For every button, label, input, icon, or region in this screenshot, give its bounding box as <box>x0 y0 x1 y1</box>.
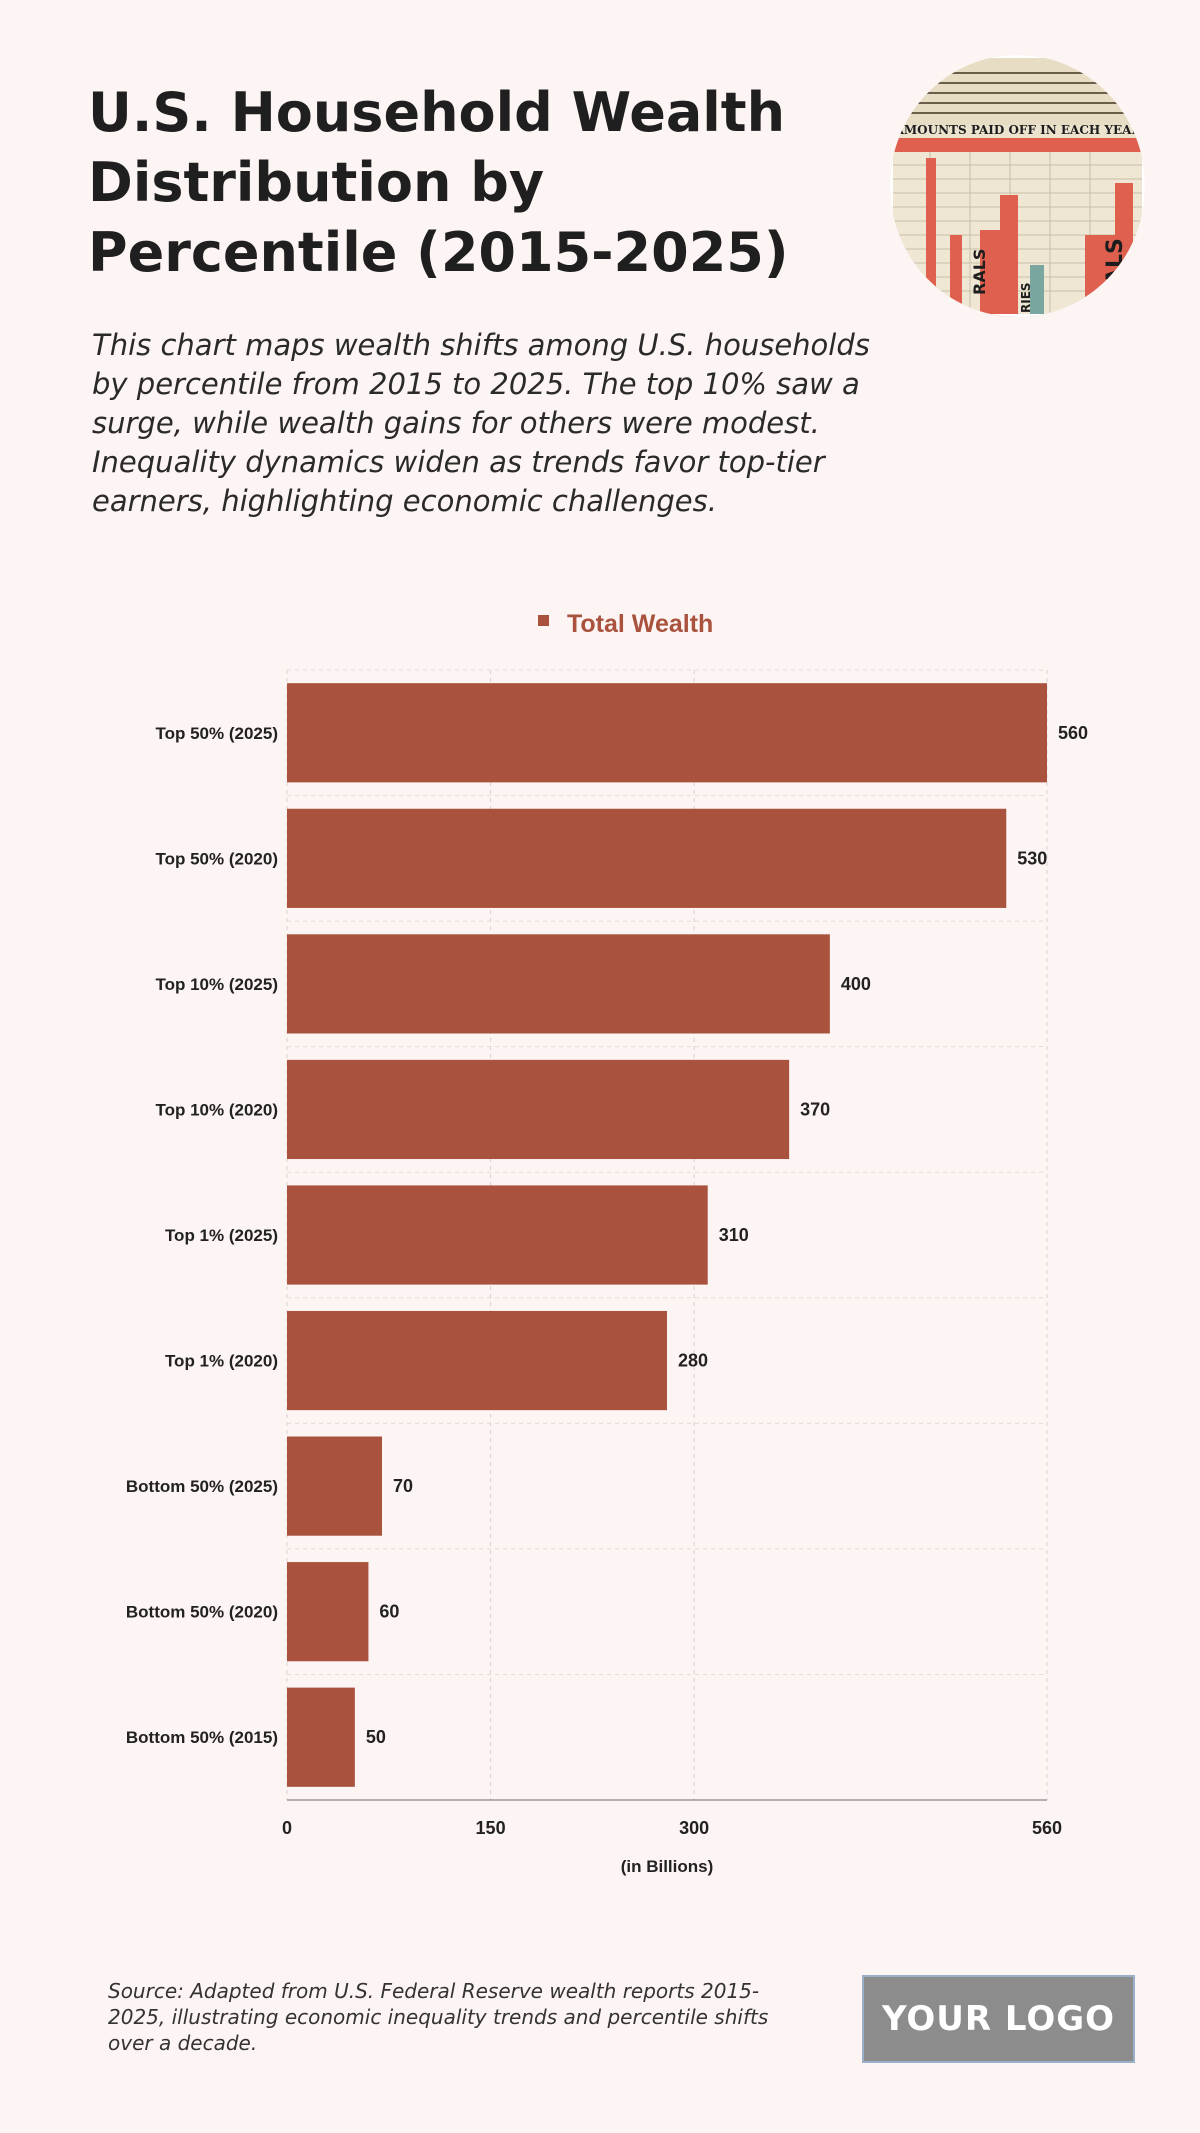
x-tick-label: 300 <box>679 1818 709 1838</box>
value-label: 400 <box>841 974 871 994</box>
bar <box>287 1687 355 1787</box>
bar <box>287 1436 382 1536</box>
logo-placeholder: YOUR LOGO <box>862 1975 1135 2063</box>
source-note: Source: Adapted from U.S. Federal Reserv… <box>108 1979 769 2055</box>
value-label: 70 <box>393 1476 413 1496</box>
y-tick-label: Top 50% (2020) <box>155 849 278 868</box>
page-subtitle: This chart maps wealth shifts among U.S.… <box>92 328 870 518</box>
value-label: 60 <box>379 1602 399 1622</box>
value-label: 560 <box>1058 723 1088 743</box>
y-tick-label: Top 10% (2020) <box>155 1100 278 1119</box>
photo-text-1: AMOUNTS PAID OFF IN EACH YEAR <box>894 123 1143 137</box>
photo-text-2: RALS <box>970 249 989 295</box>
photo-text-4: ALS <box>1103 238 1128 285</box>
legend-label: Total Wealth <box>567 610 713 638</box>
bar-chart-container: Total Wealth Top 50% (2025) Top 50% (2020… <box>0 590 1200 1890</box>
y-tick-label: Top 1% (2025) <box>165 1226 278 1245</box>
bar <box>287 1185 708 1285</box>
x-tick-label: 0 <box>282 1818 292 1838</box>
value-label: 530 <box>1017 848 1047 868</box>
bar <box>287 683 1047 783</box>
x-axis-label: (in Billions) <box>621 1857 714 1876</box>
x-tick-label: 150 <box>476 1818 506 1838</box>
bar <box>287 1562 369 1662</box>
value-labels: 560 530 400 370 310 280 70 60 50 <box>366 723 1088 1747</box>
photo-text-3: RIES <box>1019 282 1033 313</box>
y-axis-labels: Top 50% (2025) Top 50% (2020) Top 10% (202… <box>126 724 278 1747</box>
y-tick-label: Top 10% (2025) <box>155 975 278 994</box>
bar <box>287 808 1007 908</box>
y-tick-label: Bottom 50% (2025) <box>126 1477 278 1496</box>
chart-bars <box>287 683 1047 1787</box>
value-label: 310 <box>719 1225 749 1245</box>
value-label: 370 <box>800 1099 830 1119</box>
y-tick-label: Top 50% (2025) <box>155 724 278 743</box>
page-title: U.S. Household Wealth Distribution by Pe… <box>88 81 789 284</box>
value-label: 280 <box>678 1351 708 1371</box>
bar-chart: Total Wealth Top 50% (2025) Top 50% (2020… <box>126 610 1088 1876</box>
bar <box>287 934 830 1034</box>
bar <box>287 1310 667 1411</box>
legend-swatch <box>538 615 549 626</box>
vintage-chart-photo: AMOUNTS PAID OFF IN EACH YEAR RALS RIES … <box>890 55 1145 317</box>
x-tick-label: 560 <box>1032 1818 1062 1838</box>
y-tick-label: Top 1% (2020) <box>165 1352 278 1371</box>
chart-legend: Total Wealth <box>538 610 713 638</box>
bar <box>287 1059 790 1160</box>
y-tick-label: Bottom 50% (2015) <box>126 1728 278 1747</box>
x-axis: 0 150 300 560 <box>282 1799 1062 1838</box>
y-tick-label: Bottom 50% (2020) <box>126 1603 278 1622</box>
value-label: 50 <box>366 1727 386 1747</box>
